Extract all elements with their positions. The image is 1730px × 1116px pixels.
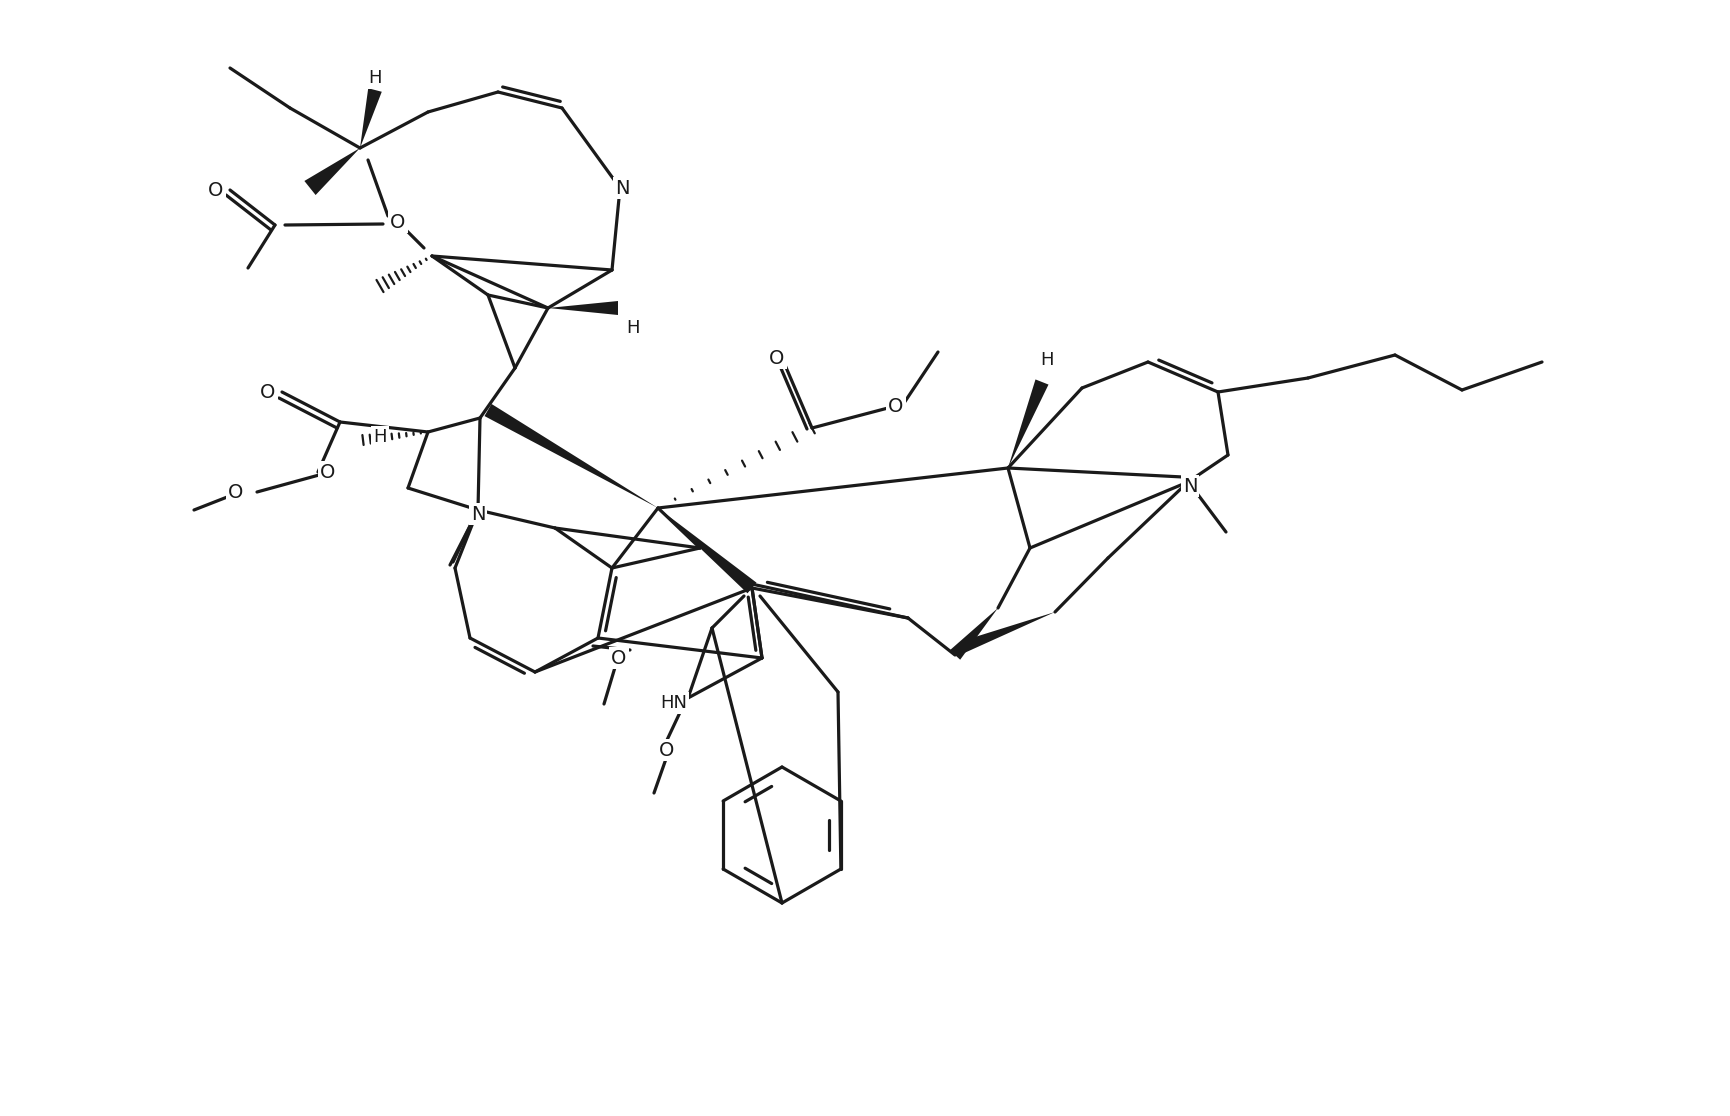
- Text: N: N: [1183, 477, 1197, 496]
- Polygon shape: [484, 404, 657, 508]
- Text: O: O: [659, 741, 675, 760]
- Text: H: H: [374, 429, 388, 446]
- Polygon shape: [960, 612, 1055, 653]
- Polygon shape: [304, 148, 360, 195]
- Text: N: N: [614, 179, 630, 198]
- Text: H: H: [1040, 352, 1054, 369]
- Polygon shape: [1009, 379, 1048, 468]
- Text: O: O: [611, 648, 626, 667]
- Text: O: O: [260, 383, 275, 402]
- Polygon shape: [548, 301, 618, 315]
- Text: O: O: [320, 462, 336, 481]
- Text: HN: HN: [661, 694, 687, 712]
- Text: N: N: [471, 504, 484, 523]
- Polygon shape: [950, 608, 998, 660]
- Text: O: O: [770, 348, 785, 367]
- Text: O: O: [228, 482, 244, 501]
- Polygon shape: [360, 88, 382, 148]
- Text: H: H: [368, 69, 382, 87]
- Text: H: H: [626, 319, 640, 337]
- Polygon shape: [657, 508, 756, 594]
- Text: O: O: [208, 181, 223, 200]
- Text: O: O: [887, 396, 903, 415]
- Text: O: O: [391, 212, 407, 231]
